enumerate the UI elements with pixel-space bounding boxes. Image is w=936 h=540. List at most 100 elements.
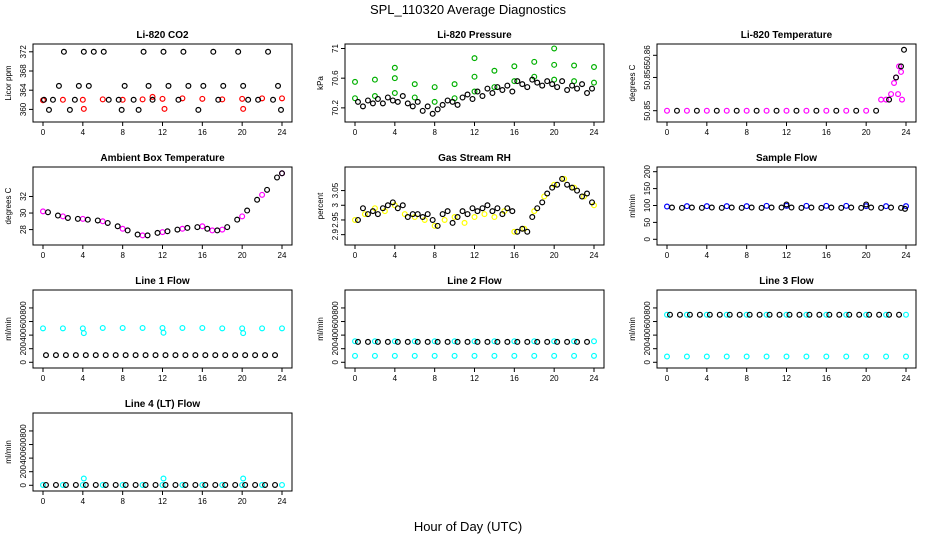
data-point bbox=[214, 227, 221, 234]
data-point bbox=[571, 352, 578, 359]
figure-title: SPL_110320 Average Diagnostics bbox=[370, 2, 567, 17]
data-point bbox=[434, 222, 441, 229]
data-point bbox=[693, 107, 700, 114]
data-point bbox=[589, 199, 596, 206]
data-point bbox=[66, 106, 73, 113]
data-point bbox=[723, 107, 730, 114]
x-tick-label: 8 bbox=[432, 251, 437, 260]
data-point bbox=[728, 204, 735, 211]
x-tick-label: 8 bbox=[744, 128, 749, 137]
data-point bbox=[479, 205, 486, 212]
data-point bbox=[738, 204, 745, 211]
data-point bbox=[723, 353, 730, 360]
panel-title: Li-820 Pressure bbox=[437, 30, 512, 41]
data-point bbox=[152, 352, 159, 359]
data-point bbox=[239, 481, 246, 488]
data-point bbox=[389, 199, 396, 206]
plot-frame bbox=[656, 289, 917, 369]
data-point bbox=[584, 190, 591, 197]
data-point bbox=[686, 311, 693, 318]
data-point bbox=[102, 352, 109, 359]
data-point bbox=[826, 311, 833, 318]
data-point bbox=[718, 204, 725, 211]
data-point bbox=[60, 48, 67, 55]
data-point bbox=[896, 311, 903, 318]
chart-panel-4: Gas Stream RH 0 4 8 12 16 20 24 2.92.95 3 3.05 perc… bbox=[316, 153, 605, 260]
data-point bbox=[219, 325, 226, 332]
data-point bbox=[429, 110, 436, 117]
data-point bbox=[484, 85, 491, 92]
data-point bbox=[479, 92, 486, 99]
data-point bbox=[554, 84, 561, 91]
data-point bbox=[272, 352, 279, 359]
data-point bbox=[449, 98, 456, 105]
data-point bbox=[883, 96, 890, 103]
data-point bbox=[195, 106, 202, 113]
data-point bbox=[509, 208, 516, 215]
data-point bbox=[469, 95, 476, 102]
data-point bbox=[491, 338, 498, 345]
data-point bbox=[404, 100, 411, 107]
series bbox=[39, 170, 286, 239]
data-point bbox=[252, 481, 259, 488]
data-point bbox=[531, 338, 538, 345]
data-point bbox=[424, 338, 431, 345]
x-tick-label: 12 bbox=[782, 374, 791, 383]
data-point bbox=[863, 311, 870, 318]
data-point bbox=[529, 76, 536, 83]
x-tick-label: 16 bbox=[198, 128, 207, 137]
data-point bbox=[90, 48, 97, 55]
data-point bbox=[823, 107, 830, 114]
series bbox=[668, 201, 909, 212]
chart-panel-0: Li-820 CO2 0 4 8 12 16 20 24 360 364 368 372 Licor p… bbox=[4, 30, 293, 137]
x-tick-label: 0 bbox=[41, 374, 46, 383]
data-point bbox=[80, 475, 87, 482]
y-tick-label: 30 bbox=[19, 208, 28, 217]
data-point bbox=[803, 202, 810, 209]
data-point bbox=[359, 205, 366, 212]
data-point bbox=[149, 96, 156, 103]
data-point bbox=[898, 63, 905, 70]
data-point bbox=[139, 324, 146, 331]
data-point bbox=[823, 311, 830, 318]
data-point bbox=[454, 101, 461, 108]
x-tick-label: 4 bbox=[705, 251, 710, 260]
data-point bbox=[130, 96, 137, 103]
data-point bbox=[551, 61, 558, 68]
data-point bbox=[519, 225, 526, 232]
data-point bbox=[902, 311, 909, 318]
data-point bbox=[242, 481, 249, 488]
y-tick-label: 368 bbox=[19, 64, 28, 78]
data-point bbox=[551, 352, 558, 359]
data-point bbox=[239, 325, 246, 332]
x-tick-label: 12 bbox=[158, 374, 167, 383]
data-point bbox=[424, 103, 431, 110]
data-point bbox=[768, 204, 775, 211]
data-point bbox=[179, 324, 186, 331]
data-point bbox=[404, 214, 411, 221]
data-point bbox=[474, 338, 481, 345]
y-tick-label: 32 bbox=[19, 191, 28, 200]
x-tick-label: 16 bbox=[198, 374, 207, 383]
data-point bbox=[62, 352, 69, 359]
x-tick-label: 20 bbox=[550, 128, 559, 137]
data-point bbox=[544, 78, 551, 85]
data-point bbox=[708, 204, 715, 211]
data-point bbox=[703, 203, 710, 210]
data-point bbox=[696, 311, 703, 318]
y-tick-label: 50 bbox=[643, 217, 652, 226]
y-tick-label: 364 bbox=[19, 83, 28, 97]
y-tick-label: 200 bbox=[643, 164, 652, 178]
data-point bbox=[364, 338, 371, 345]
data-point bbox=[79, 215, 86, 222]
x-tick-label: 24 bbox=[278, 251, 287, 260]
data-point bbox=[192, 481, 199, 488]
data-point bbox=[748, 204, 755, 211]
data-point bbox=[878, 96, 885, 103]
data-point bbox=[262, 481, 269, 488]
data-point bbox=[873, 107, 880, 114]
data-point bbox=[272, 481, 279, 488]
series bbox=[354, 175, 596, 235]
data-point bbox=[124, 227, 131, 234]
